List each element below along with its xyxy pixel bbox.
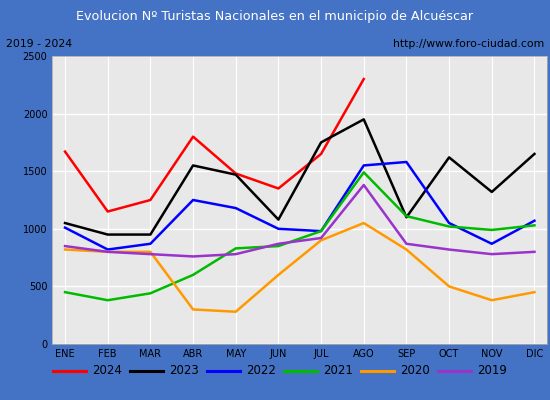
Text: Evolucion Nº Turistas Nacionales en el municipio de Alcuéscar: Evolucion Nº Turistas Nacionales en el m… <box>76 10 474 23</box>
Text: 2020: 2020 <box>400 364 430 378</box>
Text: 2019 - 2024: 2019 - 2024 <box>6 39 72 49</box>
Text: 2024: 2024 <box>92 364 123 378</box>
Text: 2019: 2019 <box>477 364 508 378</box>
Text: 2021: 2021 <box>323 364 354 378</box>
Text: http://www.foro-ciudad.com: http://www.foro-ciudad.com <box>393 39 544 49</box>
Text: 2023: 2023 <box>169 364 199 378</box>
Text: 2022: 2022 <box>246 364 277 378</box>
